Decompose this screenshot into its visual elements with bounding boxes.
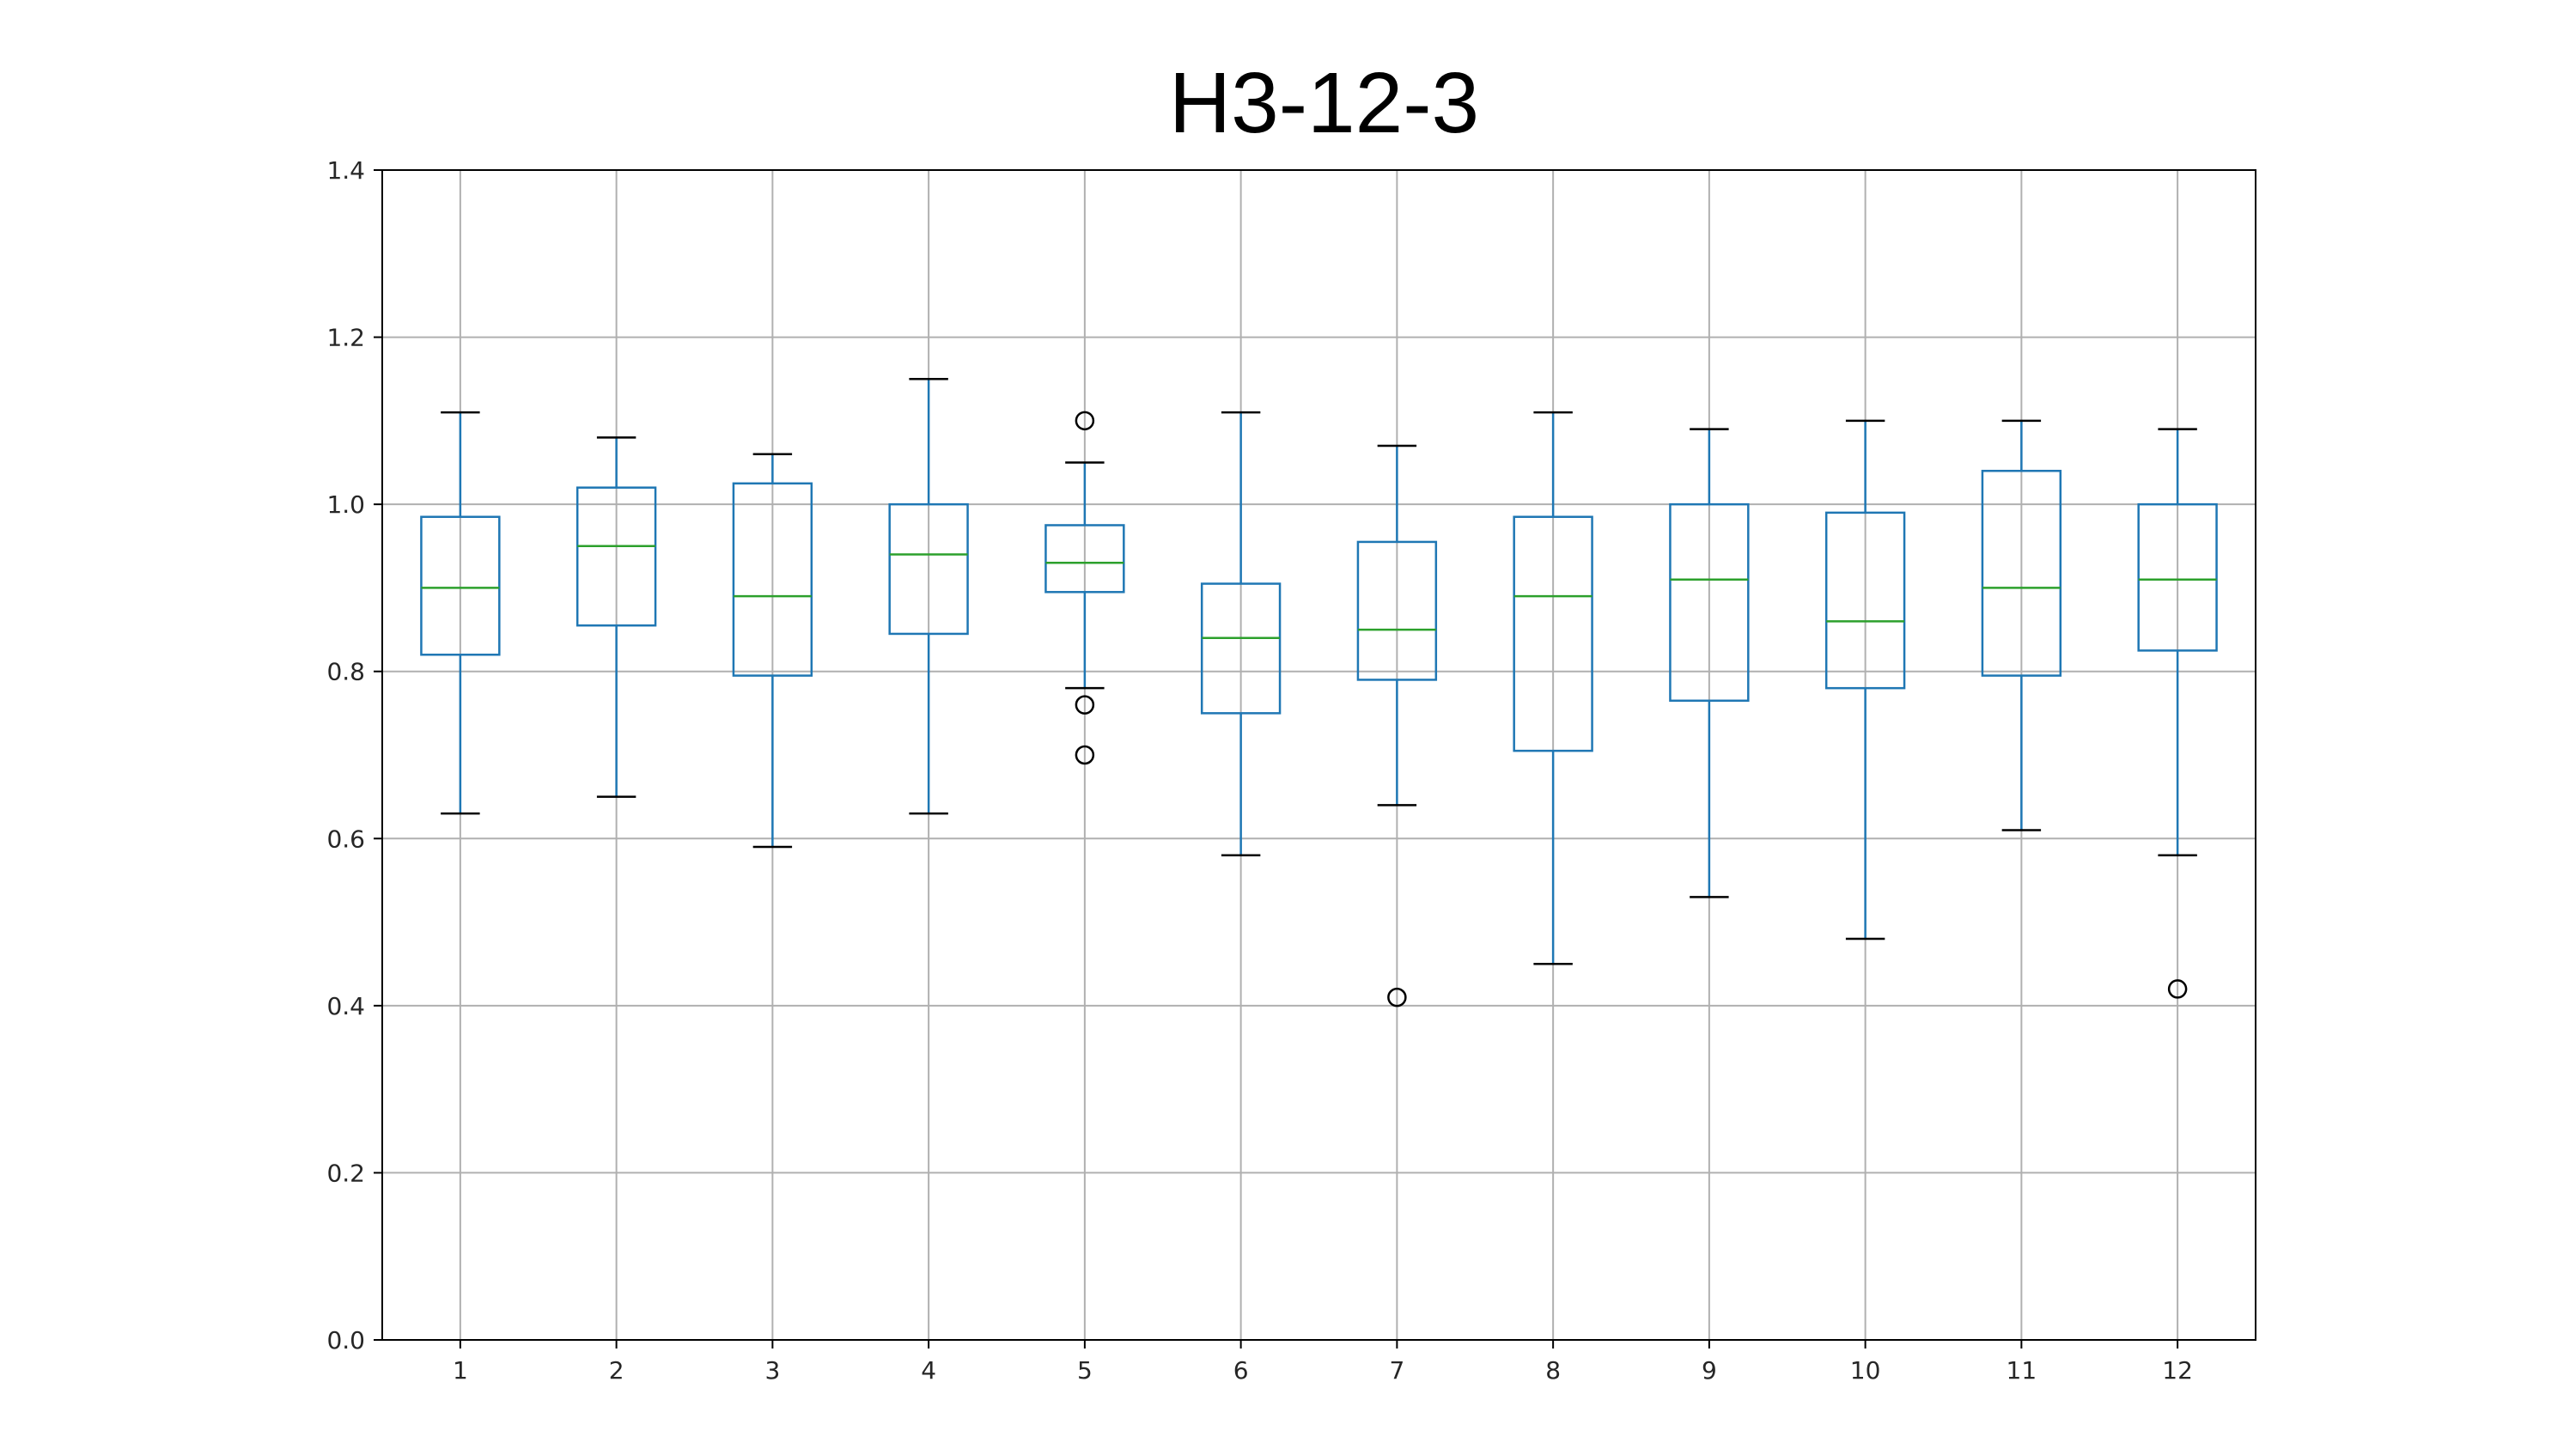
box-group-3 [732, 453, 813, 849]
y-tick-label: 0.8 [326, 658, 365, 686]
box-group-8 [1513, 411, 1593, 965]
iqr-box [732, 482, 813, 677]
x-tick-label: 3 [764, 1356, 780, 1385]
box-group-4 [888, 377, 969, 815]
box-group-1 [420, 411, 501, 815]
tick-layer: 0.00.20.40.60.81.01.21.41 2 3 4 5 6 7 8 9 10 11 12 [326, 156, 2192, 1385]
iqr-box [1669, 502, 1750, 703]
x-tick-label: 11 [2007, 1356, 2037, 1385]
y-tick-label: 0.0 [326, 1326, 365, 1355]
x-tick-label: 4 [921, 1356, 936, 1385]
x-tick-label: 5 [1077, 1356, 1093, 1385]
box-group-6 [1200, 411, 1282, 856]
box-group-5 [1044, 411, 1125, 765]
y-tick-label: 1.0 [326, 490, 365, 519]
x-tick-label: 6 [1233, 1356, 1249, 1385]
chart-title: H3-12-3 [1168, 55, 1480, 151]
outlier-point [2167, 979, 2188, 999]
iqr-box [1044, 524, 1125, 594]
outlier-point [1387, 987, 1407, 1008]
iqr-box [420, 515, 501, 656]
outlier-point [1075, 745, 1095, 765]
x-tick-label: 8 [1545, 1356, 1561, 1385]
y-tick-label: 1.2 [326, 324, 365, 352]
iqr-box [1200, 582, 1282, 715]
box-group-11 [1981, 419, 2062, 831]
x-tick-label: 1 [453, 1356, 468, 1385]
iqr-box [1824, 511, 1906, 690]
box-group-10 [1824, 419, 1906, 941]
x-tick-label: 9 [1702, 1356, 1717, 1385]
iqr-box [1356, 540, 1438, 681]
data-layer [420, 377, 2218, 1008]
iqr-box [1981, 469, 2062, 677]
plot-frame [381, 169, 2256, 1341]
box-group-7 [1356, 444, 1438, 1008]
iqr-box [575, 486, 657, 627]
iqr-box [2137, 502, 2218, 652]
y-tick-label: 0.6 [326, 825, 365, 853]
x-tick-label: 2 [609, 1356, 624, 1385]
y-tick-label: 0.2 [326, 1159, 365, 1187]
y-tick-label: 0.4 [326, 992, 365, 1020]
box-group-12 [2137, 428, 2218, 999]
y-tick-label: 1.4 [326, 156, 365, 185]
iqr-box [1513, 515, 1593, 752]
box-group-2 [575, 436, 657, 798]
iqr-box [888, 502, 969, 636]
grid-layer [382, 169, 2256, 1341]
box-group-9 [1669, 428, 1750, 898]
outlier-point [1075, 695, 1095, 715]
x-tick-label: 7 [1389, 1356, 1404, 1385]
x-tick-label: 12 [2162, 1356, 2193, 1385]
outlier-point [1075, 411, 1095, 431]
x-tick-label: 10 [1850, 1356, 1881, 1385]
